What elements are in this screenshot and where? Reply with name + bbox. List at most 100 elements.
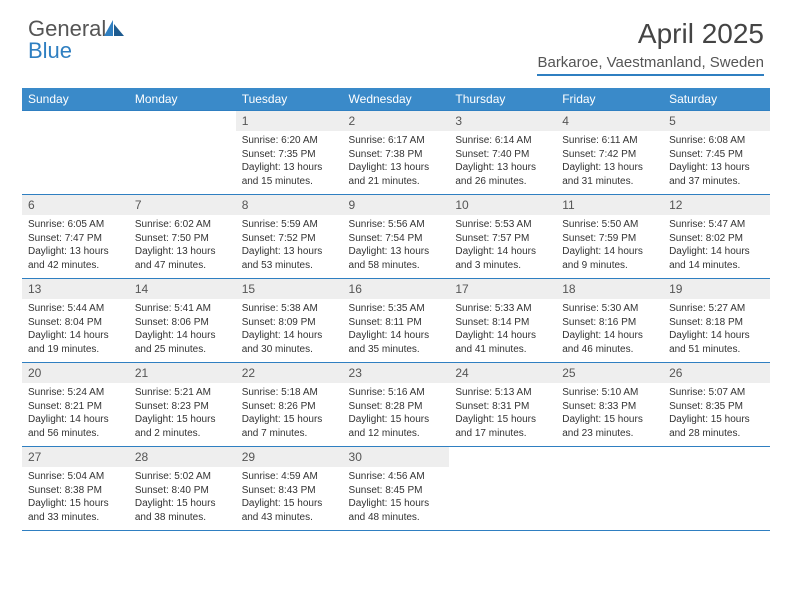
calendar-cell: 13Sunrise: 5:44 AMSunset: 8:04 PMDayligh…	[22, 278, 129, 362]
day-number: 22	[236, 362, 343, 383]
weekday-header: Saturday	[663, 88, 770, 110]
day-content: Sunrise: 6:08 AMSunset: 7:45 PMDaylight:…	[663, 131, 770, 191]
day-number: 21	[129, 362, 236, 383]
calendar-row: 20Sunrise: 5:24 AMSunset: 8:21 PMDayligh…	[22, 362, 770, 446]
day-content: Sunrise: 6:17 AMSunset: 7:38 PMDaylight:…	[343, 131, 450, 191]
day-number: 29	[236, 446, 343, 467]
day-content: Sunrise: 5:16 AMSunset: 8:28 PMDaylight:…	[343, 383, 450, 443]
calendar-cell: 30Sunrise: 4:56 AMSunset: 8:45 PMDayligh…	[343, 446, 450, 530]
day-number: 12	[663, 194, 770, 215]
day-number: 11	[556, 194, 663, 215]
calendar-cell: 17Sunrise: 5:33 AMSunset: 8:14 PMDayligh…	[449, 278, 556, 362]
weekday-header-row: SundayMondayTuesdayWednesdayThursdayFrid…	[22, 88, 770, 110]
calendar-cell	[556, 446, 663, 530]
day-content: Sunrise: 5:53 AMSunset: 7:57 PMDaylight:…	[449, 215, 556, 275]
logo-text: General Blue	[28, 18, 126, 62]
calendar-cell: 29Sunrise: 4:59 AMSunset: 8:43 PMDayligh…	[236, 446, 343, 530]
calendar-cell: 20Sunrise: 5:24 AMSunset: 8:21 PMDayligh…	[22, 362, 129, 446]
page-header: General Blue April 2025 Barkaroe, Vaestm…	[0, 0, 792, 82]
day-content: Sunrise: 5:24 AMSunset: 8:21 PMDaylight:…	[22, 383, 129, 443]
day-content: Sunrise: 5:41 AMSunset: 8:06 PMDaylight:…	[129, 299, 236, 359]
calendar-cell: 2Sunrise: 6:17 AMSunset: 7:38 PMDaylight…	[343, 110, 450, 194]
day-content: Sunrise: 5:02 AMSunset: 8:40 PMDaylight:…	[129, 467, 236, 527]
calendar-cell: 3Sunrise: 6:14 AMSunset: 7:40 PMDaylight…	[449, 110, 556, 194]
day-content: Sunrise: 5:10 AMSunset: 8:33 PMDaylight:…	[556, 383, 663, 443]
day-content: Sunrise: 5:59 AMSunset: 7:52 PMDaylight:…	[236, 215, 343, 275]
weekday-header: Monday	[129, 88, 236, 110]
calendar-row: 6Sunrise: 6:05 AMSunset: 7:47 PMDaylight…	[22, 194, 770, 278]
day-number: 13	[22, 278, 129, 299]
day-number: 8	[236, 194, 343, 215]
calendar-cell: 1Sunrise: 6:20 AMSunset: 7:35 PMDaylight…	[236, 110, 343, 194]
day-number: 28	[129, 446, 236, 467]
day-content: Sunrise: 5:50 AMSunset: 7:59 PMDaylight:…	[556, 215, 663, 275]
day-number: 26	[663, 362, 770, 383]
logo: General Blue	[28, 18, 126, 62]
day-number: 30	[343, 446, 450, 467]
weekday-header: Wednesday	[343, 88, 450, 110]
weekday-header: Sunday	[22, 88, 129, 110]
calendar-cell: 18Sunrise: 5:30 AMSunset: 8:16 PMDayligh…	[556, 278, 663, 362]
day-content: Sunrise: 6:14 AMSunset: 7:40 PMDaylight:…	[449, 131, 556, 191]
day-number: 7	[129, 194, 236, 215]
day-content: Sunrise: 6:20 AMSunset: 7:35 PMDaylight:…	[236, 131, 343, 191]
day-number: 27	[22, 446, 129, 467]
location-label: Barkaroe, Vaestmanland, Sweden	[537, 54, 764, 76]
day-content: Sunrise: 5:18 AMSunset: 8:26 PMDaylight:…	[236, 383, 343, 443]
day-content: Sunrise: 4:56 AMSunset: 8:45 PMDaylight:…	[343, 467, 450, 527]
calendar-cell: 5Sunrise: 6:08 AMSunset: 7:45 PMDaylight…	[663, 110, 770, 194]
day-number	[556, 446, 663, 467]
day-number: 18	[556, 278, 663, 299]
calendar-cell	[22, 110, 129, 194]
day-number: 19	[663, 278, 770, 299]
calendar-cell: 22Sunrise: 5:18 AMSunset: 8:26 PMDayligh…	[236, 362, 343, 446]
calendar-cell: 19Sunrise: 5:27 AMSunset: 8:18 PMDayligh…	[663, 278, 770, 362]
calendar-cell	[663, 446, 770, 530]
calendar-row: 27Sunrise: 5:04 AMSunset: 8:38 PMDayligh…	[22, 446, 770, 530]
calendar-cell: 9Sunrise: 5:56 AMSunset: 7:54 PMDaylight…	[343, 194, 450, 278]
day-number: 16	[343, 278, 450, 299]
calendar-body: 1Sunrise: 6:20 AMSunset: 7:35 PMDaylight…	[22, 110, 770, 530]
day-number: 4	[556, 110, 663, 131]
calendar-cell: 8Sunrise: 5:59 AMSunset: 7:52 PMDaylight…	[236, 194, 343, 278]
day-number	[22, 110, 129, 131]
day-content: Sunrise: 4:59 AMSunset: 8:43 PMDaylight:…	[236, 467, 343, 527]
calendar-cell: 26Sunrise: 5:07 AMSunset: 8:35 PMDayligh…	[663, 362, 770, 446]
day-content: Sunrise: 5:07 AMSunset: 8:35 PMDaylight:…	[663, 383, 770, 443]
day-number: 15	[236, 278, 343, 299]
day-content: Sunrise: 5:44 AMSunset: 8:04 PMDaylight:…	[22, 299, 129, 359]
calendar-cell: 10Sunrise: 5:53 AMSunset: 7:57 PMDayligh…	[449, 194, 556, 278]
weekday-header: Friday	[556, 88, 663, 110]
day-content: Sunrise: 5:04 AMSunset: 8:38 PMDaylight:…	[22, 467, 129, 527]
day-number: 2	[343, 110, 450, 131]
calendar-table: SundayMondayTuesdayWednesdayThursdayFrid…	[22, 88, 770, 531]
calendar-cell: 11Sunrise: 5:50 AMSunset: 7:59 PMDayligh…	[556, 194, 663, 278]
day-content: Sunrise: 6:11 AMSunset: 7:42 PMDaylight:…	[556, 131, 663, 191]
logo-word-2: Blue	[28, 38, 72, 63]
calendar-row: 13Sunrise: 5:44 AMSunset: 8:04 PMDayligh…	[22, 278, 770, 362]
day-number	[449, 446, 556, 467]
day-number: 5	[663, 110, 770, 131]
calendar-cell: 7Sunrise: 6:02 AMSunset: 7:50 PMDaylight…	[129, 194, 236, 278]
calendar-cell: 4Sunrise: 6:11 AMSunset: 7:42 PMDaylight…	[556, 110, 663, 194]
calendar-cell: 16Sunrise: 5:35 AMSunset: 8:11 PMDayligh…	[343, 278, 450, 362]
day-number: 14	[129, 278, 236, 299]
calendar-cell: 15Sunrise: 5:38 AMSunset: 8:09 PMDayligh…	[236, 278, 343, 362]
calendar-cell: 28Sunrise: 5:02 AMSunset: 8:40 PMDayligh…	[129, 446, 236, 530]
calendar-cell: 25Sunrise: 5:10 AMSunset: 8:33 PMDayligh…	[556, 362, 663, 446]
logo-sail-icon	[104, 20, 126, 36]
calendar-cell: 23Sunrise: 5:16 AMSunset: 8:28 PMDayligh…	[343, 362, 450, 446]
month-title: April 2025	[537, 18, 764, 50]
day-content: Sunrise: 6:02 AMSunset: 7:50 PMDaylight:…	[129, 215, 236, 275]
day-number	[129, 110, 236, 131]
day-content: Sunrise: 5:38 AMSunset: 8:09 PMDaylight:…	[236, 299, 343, 359]
day-number: 10	[449, 194, 556, 215]
day-content: Sunrise: 5:35 AMSunset: 8:11 PMDaylight:…	[343, 299, 450, 359]
calendar-row: 1Sunrise: 6:20 AMSunset: 7:35 PMDaylight…	[22, 110, 770, 194]
calendar-cell	[449, 446, 556, 530]
calendar-cell: 24Sunrise: 5:13 AMSunset: 8:31 PMDayligh…	[449, 362, 556, 446]
day-number: 9	[343, 194, 450, 215]
calendar-cell: 21Sunrise: 5:21 AMSunset: 8:23 PMDayligh…	[129, 362, 236, 446]
calendar-cell: 27Sunrise: 5:04 AMSunset: 8:38 PMDayligh…	[22, 446, 129, 530]
weekday-header: Tuesday	[236, 88, 343, 110]
